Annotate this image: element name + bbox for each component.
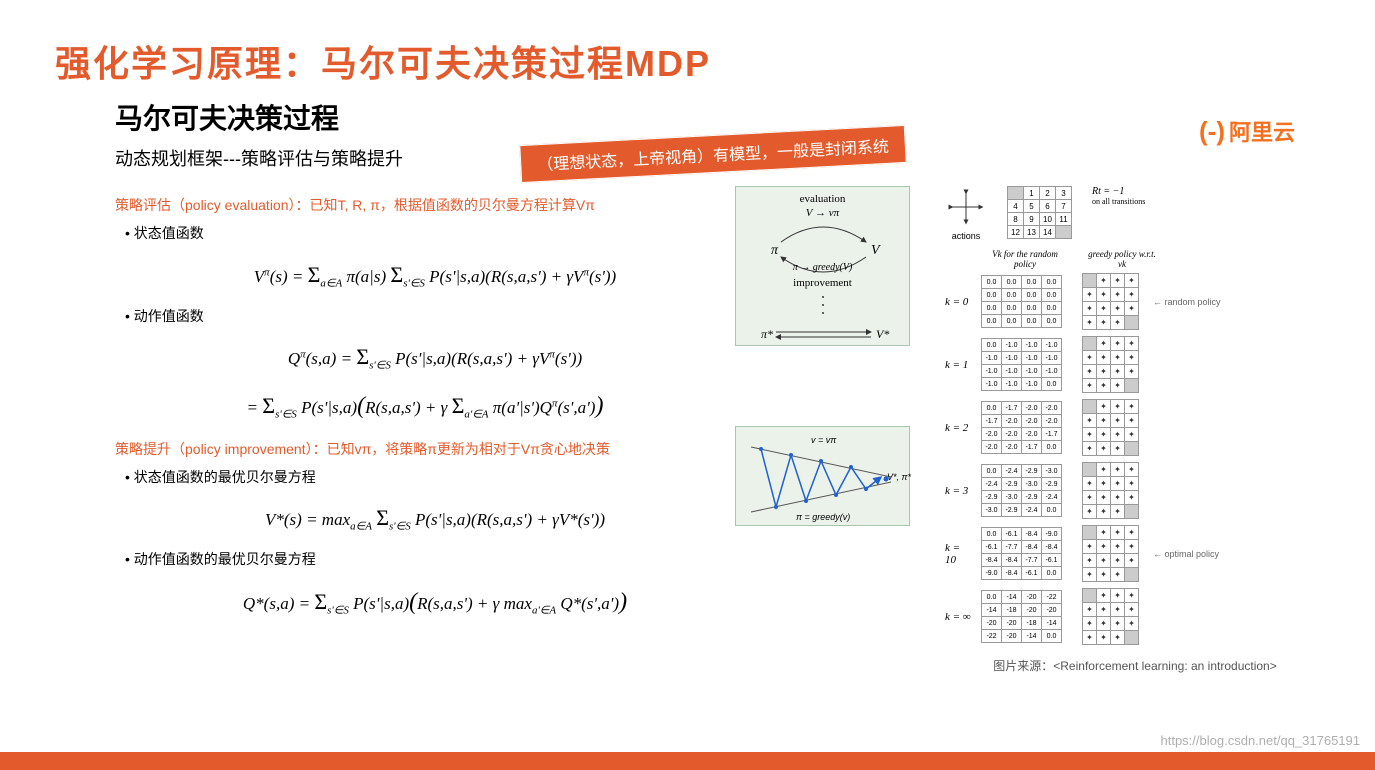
iteration-row: k = 100.0-6.1-8.4-9.0-6.1-7.7-8.4-8.4-8.… <box>945 525 1325 582</box>
iteration-row: k = 00.00.00.00.00.00.00.00.00.00.00.00.… <box>945 273 1325 330</box>
watermark: https://blog.csdn.net/qq_31765191 <box>1161 733 1361 748</box>
aliyun-logo: (-) 阿里云 <box>1199 115 1295 147</box>
footer-bar <box>0 752 1375 770</box>
actions-cross-icon <box>945 186 987 228</box>
policy-iteration-diagram: evaluation V → vπ π V π* V* π → greedy(V… <box>735 186 910 346</box>
iterations-container: k = 00.00.00.00.00.00.00.00.00.00.00.00.… <box>945 273 1325 645</box>
diagram-column: evaluation V → vπ π V π* V* π → greedy(V… <box>735 186 935 674</box>
svg-text:π: π <box>771 243 779 258</box>
col2-header: greedy policy w.r.t. vk <box>1087 249 1157 269</box>
formula-q-pi-1: Qπ(s,a) = Σs'∈S P(s'|s,a)(R(s,a,s') + γV… <box>175 339 695 375</box>
bullet-action-value: • 动作值函数 <box>125 305 695 327</box>
reward-note: Rt = −1 on all transitions <box>1092 186 1145 206</box>
diag-improve-label: improvement <box>736 277 909 289</box>
col1-header: Vk for the random policy <box>981 249 1069 269</box>
logo-text: 阿里云 <box>1229 115 1295 147</box>
main-title: 强化学习原理：马尔可夫决策过程MDP <box>55 35 1325 87</box>
diag-bottom-arrow: π → greedy(V) <box>736 262 909 273</box>
iteration-row: k = 10.0-1.0-1.0-1.0-1.0-1.0-1.0-1.0-1.0… <box>945 336 1325 393</box>
bullet-opt-state: • 状态值函数的最优贝尔曼方程 <box>125 466 695 488</box>
gridworld-column: actions 1234567891011121314 Rt = −1 on a… <box>945 186 1325 674</box>
conv-right-label: V*, π* <box>887 472 911 482</box>
policy-imp-header: 策略提升（policy improvement）：已知vπ，将策略π更新为相对于… <box>115 438 695 460</box>
state-grid: 1234567891011121314 <box>1007 186 1072 239</box>
iteration-row: k = ∞0.0-14-20-22-14-18-20-20-20-20-18-1… <box>945 588 1325 645</box>
bullet-opt-action: • 动作值函数的最优贝尔曼方程 <box>125 548 695 570</box>
formula-v-star: V*(s) = maxa∈A Σs'∈S P(s'|s,a)(R(s,a,s')… <box>175 500 695 536</box>
iteration-row: k = 30.0-2.4-2.9-3.0-2.4-2.9-3.0-2.9-2.9… <box>945 462 1325 519</box>
actions-label: actions <box>945 231 987 241</box>
iteration-row: k = 20.0-1.7-2.0-2.0-1.7-2.0-2.0-2.0-2.0… <box>945 399 1325 456</box>
svg-text:V: V <box>871 243 881 258</box>
conv-top-label: v = vπ <box>811 435 836 445</box>
formula-q-star: Q*(s,a) = Σs'∈S P(s'|s,a)(R(s,a,s') + γ … <box>175 583 695 621</box>
bullet-state-value: • 状态值函数 <box>125 222 695 244</box>
policy-eval-header: 策略评估（policy evaluation）：已知T, R, π，根据值函数的… <box>115 194 695 216</box>
conv-bottom-label: π = greedy(v) <box>796 512 850 522</box>
svg-text:V*: V* <box>876 327 889 341</box>
convergence-diagram: v = vπ V*, π* π = greedy(v) <box>735 426 910 526</box>
citation: 图片来源：<Reinforcement learning: an introdu… <box>945 657 1325 674</box>
formula-v-pi: Vπ(s) = Σa∈A π(a|s) Σs'∈S P(s'|s,a)(R(s,… <box>175 257 695 293</box>
formula-q-pi-2: = Σs'∈S P(s'|s,a)(R(s,a,s') + γ Σa'∈A π(… <box>155 387 695 425</box>
svg-text:π*: π* <box>761 327 773 341</box>
formula-column: 策略评估（policy evaluation）：已知T, R, π，根据值函数的… <box>115 186 695 674</box>
subtitle: 马尔可夫决策过程 <box>115 97 1325 137</box>
logo-brackets-icon: (-) <box>1199 116 1225 147</box>
